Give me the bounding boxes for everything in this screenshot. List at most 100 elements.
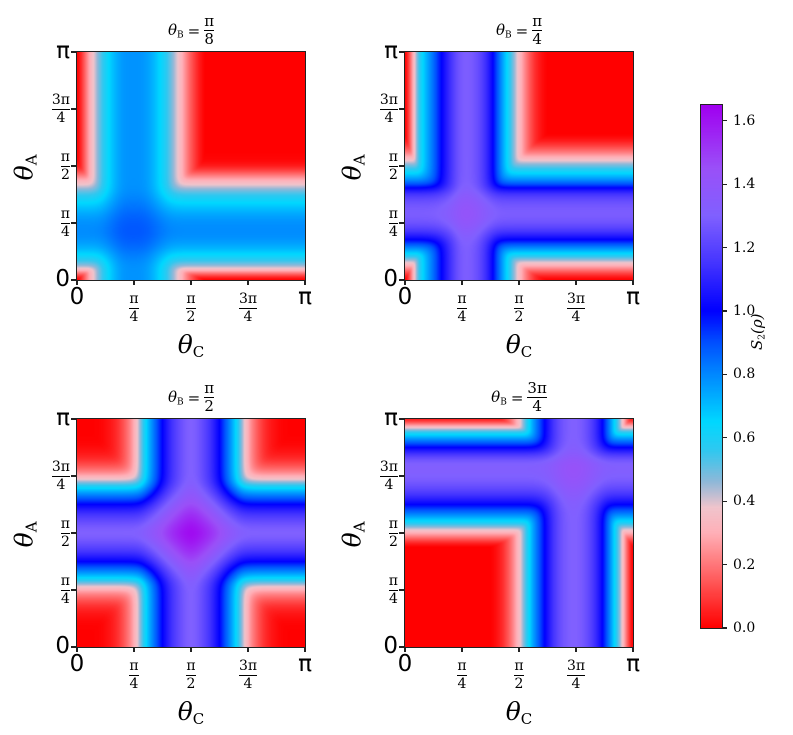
tick-numerator: π [186,291,196,307]
x-tick [632,647,634,652]
x-tick-label: π [298,651,312,677]
fraction-bar [51,475,70,477]
x-tick [190,280,192,285]
y-tick [71,51,76,53]
colorbar-tick-label: 1.4 [733,176,756,193]
title-denominator: 8 [204,30,214,49]
x-tick [190,647,192,652]
x-tick-label: 3π 4 [551,657,601,691]
heatmap-panel-theta-b-pi-8: 0 0 π 4 π 4 π 2 π 2 3π 4 3π 4 π π θB = π 8 θC θA [10,13,312,361]
fraction-bar [129,307,139,309]
x-tick [304,280,306,285]
fraction-bar [379,108,398,110]
fraction-bar [204,30,215,32]
title-symbol: θB [167,21,184,41]
tick-denominator: 4 [60,223,70,240]
x-tick [133,280,135,285]
x-tick-label: 3π 4 [223,290,273,324]
colorbar-tick [722,564,727,566]
tick-numerator: π [388,206,398,222]
y-tick [399,646,404,648]
tick-denominator: 4 [457,308,467,325]
x-tick [133,647,135,652]
y-axis-label: θA [337,521,369,548]
y-tick-label: 3π 4 [379,91,398,125]
y-tick [399,532,404,534]
y-tick [71,165,76,167]
y-tick-label: 0 [383,266,398,292]
tick-denominator: 2 [388,166,398,183]
fraction-bar [388,532,398,534]
tick-numerator: π [60,573,70,589]
colorbar-tick-label: 0.8 [733,366,756,383]
title-numerator: π [532,11,543,30]
colorbar-tick [722,120,727,122]
x-axis-label: θC [505,330,533,361]
tick-numerator: π [129,658,139,674]
colorbar-tick [722,627,727,629]
y-tick [71,475,76,477]
tick-fraction: 3π 4 [238,659,258,691]
y-tick [71,222,76,224]
tick-denominator: 4 [384,476,394,493]
x-tick [575,280,577,285]
fraction-bar [238,307,258,309]
tick-numerator: π [129,291,139,307]
fraction-bar [532,30,543,32]
heatmap-panel-theta-b-pi-2: 0 0 π 4 π 4 π 2 π 2 3π 4 3π 4 π π θB = π 2 θC θA [10,380,312,728]
tick-fraction: 3π 4 [51,460,70,493]
heatmap-image [405,419,633,647]
colorbar-tick [722,373,727,375]
tick-fraction: 3π 4 [51,93,70,126]
y-tick-label: 0 [383,633,398,659]
heatmap-image [77,419,305,647]
y-tick [71,279,76,281]
tick-fraction: 3π 4 [566,659,586,691]
y-axis-label: θA [9,521,41,548]
tick-denominator: 4 [56,476,66,493]
tick-denominator: 4 [388,223,398,240]
colorbar-tick-label: 1.0 [733,303,756,320]
x-tick [76,280,78,285]
colorbar-tick-label: 1.2 [733,239,756,256]
x-tick [575,647,577,652]
x-tick-label: 0 [69,284,85,310]
x-tick [461,647,463,652]
fraction-bar [51,108,70,110]
title-denominator: 2 [204,397,214,416]
y-tick-label: 3π 4 [51,458,70,493]
x-tick [76,647,78,652]
colorbar-gradient [701,105,722,628]
colorbar-tick-label: 0.6 [733,429,756,446]
colorbar: 0.0 0.2 0.4 0.6 0.8 1.0 1.2 1.4 1.6 [700,104,755,635]
x-tick [247,647,249,652]
x-tick-label: π [626,284,640,310]
y-axis-label: θA [337,154,369,181]
y-tick-label: 0 [55,633,70,659]
tick-denominator: 2 [60,166,70,183]
x-axis-label: θC [505,697,533,728]
title-equals: = [515,21,529,40]
tick-fraction: 3π 4 [379,460,398,493]
tick-numerator: π [60,516,70,532]
y-tick [399,589,404,591]
tick-denominator: 4 [56,109,66,126]
title-numerator: 3π [527,378,547,397]
fraction-bar [60,222,70,224]
y-tick [399,51,404,53]
tick-fraction: 3π 4 [238,292,258,324]
x-tick [247,280,249,285]
tick-fraction: 3π 4 [566,292,586,324]
